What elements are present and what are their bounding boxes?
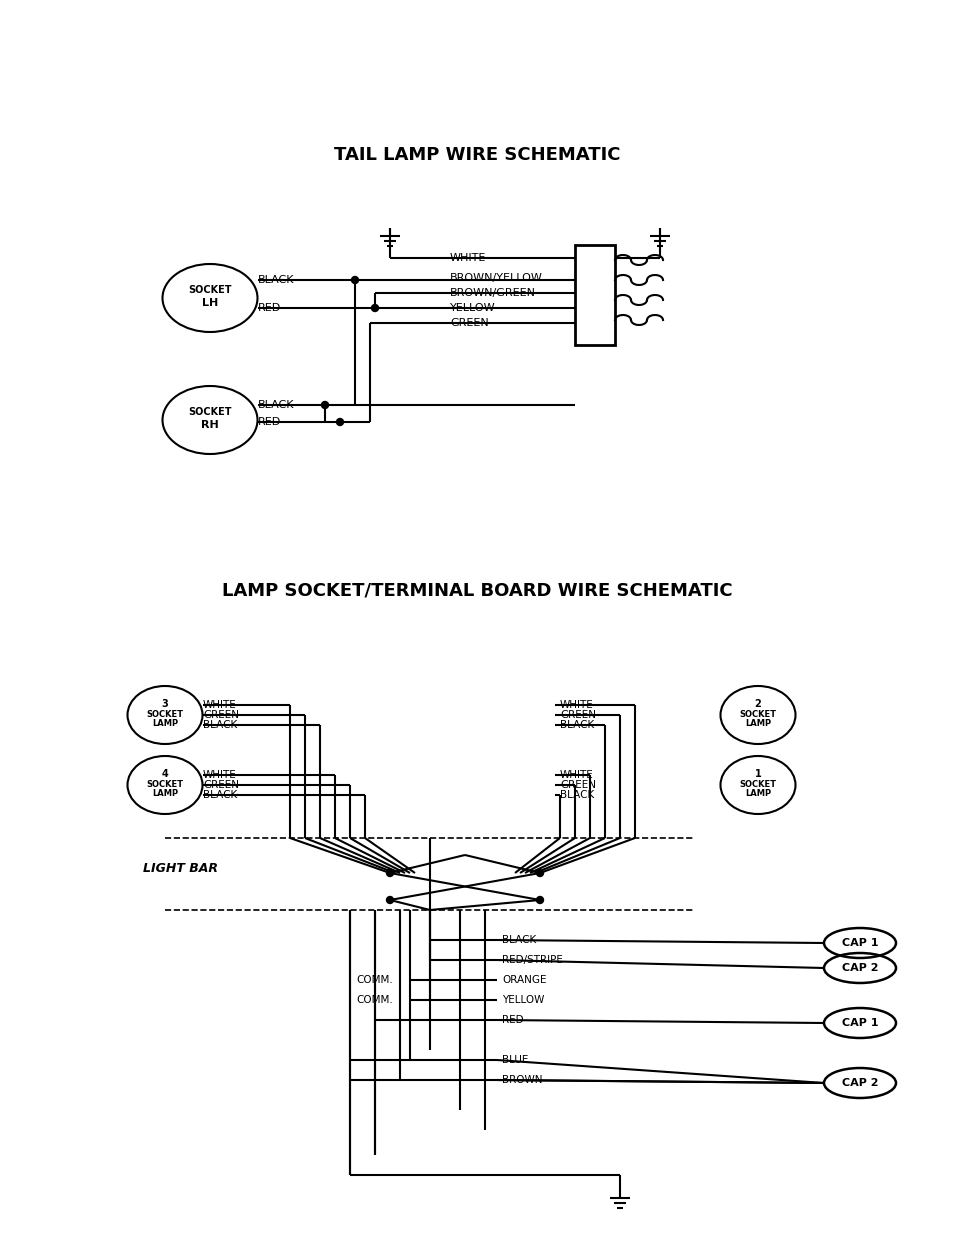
Text: COMM.: COMM. (355, 974, 393, 986)
Text: LAMP: LAMP (152, 719, 178, 727)
Text: SOCKET: SOCKET (739, 709, 776, 719)
Text: BROWN/GREEN: BROWN/GREEN (450, 288, 536, 298)
Text: BLACK: BLACK (257, 275, 294, 285)
Text: WHITE: WHITE (450, 253, 486, 263)
Text: WHITE: WHITE (559, 769, 593, 781)
Text: SOCKET: SOCKET (188, 285, 232, 295)
Text: 4: 4 (161, 769, 168, 779)
Text: 2: 2 (754, 699, 760, 709)
Text: TAIL LAMP WIRE SCHEMATIC: TAIL LAMP WIRE SCHEMATIC (334, 146, 619, 164)
Text: GREEN: GREEN (559, 781, 596, 790)
Text: CAP 2: CAP 2 (841, 963, 878, 973)
Text: SOCKET: SOCKET (147, 779, 183, 788)
Circle shape (336, 419, 343, 426)
Text: WHITE: WHITE (203, 700, 236, 710)
Text: CAP 1: CAP 1 (841, 939, 878, 948)
Circle shape (321, 401, 328, 409)
Text: BLACK: BLACK (501, 935, 536, 945)
Text: SOCKET: SOCKET (147, 709, 183, 719)
Text: COMM.: COMM. (355, 995, 393, 1005)
Text: LIGHT BAR: LIGHT BAR (143, 862, 218, 874)
Text: RH: RH (201, 420, 218, 430)
Text: WHITE: WHITE (203, 769, 236, 781)
Text: YELLOW: YELLOW (450, 303, 496, 312)
Circle shape (386, 869, 393, 877)
Circle shape (536, 897, 543, 904)
Text: RED: RED (257, 417, 281, 427)
Text: RED/STRIPE: RED/STRIPE (501, 955, 562, 965)
Text: RED: RED (257, 303, 281, 312)
Text: SOCKET: SOCKET (188, 408, 232, 417)
Text: 3: 3 (161, 699, 168, 709)
Text: YELLOW: YELLOW (501, 995, 544, 1005)
Bar (575, 245, 615, 345)
Text: BLACK: BLACK (203, 790, 237, 800)
Text: GREEN: GREEN (450, 317, 488, 329)
Text: CAP 1: CAP 1 (841, 1018, 878, 1028)
Text: ORANGE: ORANGE (501, 974, 546, 986)
Text: 1: 1 (754, 769, 760, 779)
Circle shape (536, 869, 543, 877)
Text: LAMP SOCKET/TERMINAL BOARD WIRE SCHEMATIC: LAMP SOCKET/TERMINAL BOARD WIRE SCHEMATI… (221, 580, 732, 599)
Text: LAMP: LAMP (744, 788, 770, 798)
Text: BLUE: BLUE (501, 1055, 528, 1065)
Text: LH: LH (202, 298, 218, 308)
Text: BLACK: BLACK (559, 790, 594, 800)
Text: BROWN: BROWN (501, 1074, 542, 1086)
Circle shape (351, 277, 358, 284)
Text: BLACK: BLACK (203, 720, 237, 730)
Text: SOCKET: SOCKET (739, 779, 776, 788)
Text: LAMP: LAMP (744, 719, 770, 727)
Text: RED: RED (501, 1015, 523, 1025)
Circle shape (386, 897, 393, 904)
Text: CAP 2: CAP 2 (841, 1078, 878, 1088)
Text: GREEN: GREEN (559, 710, 596, 720)
Text: BLACK: BLACK (559, 720, 594, 730)
Text: BLACK: BLACK (257, 400, 294, 410)
Circle shape (371, 305, 378, 311)
Text: BROWN/YELLOW: BROWN/YELLOW (450, 273, 542, 283)
Text: GREEN: GREEN (203, 710, 239, 720)
Text: GREEN: GREEN (203, 781, 239, 790)
Text: LAMP: LAMP (152, 788, 178, 798)
Text: WHITE: WHITE (559, 700, 593, 710)
